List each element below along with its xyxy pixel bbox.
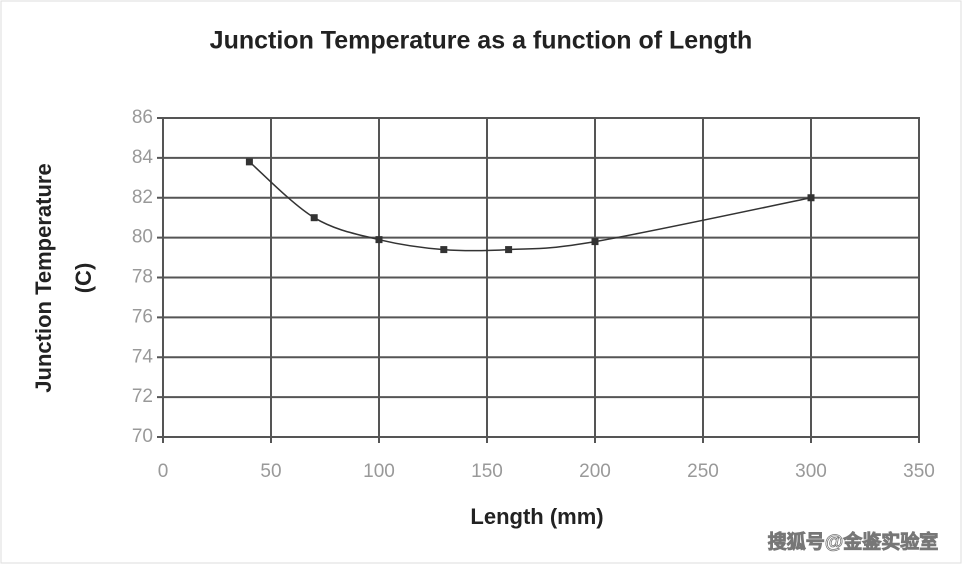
y-axis-label: Junction Temperature (C) <box>31 163 96 392</box>
watermark: 搜狐号@金鉴实验室 <box>768 530 939 553</box>
point-marker <box>807 194 815 202</box>
y-tick-label: 76 <box>132 306 153 327</box>
x-tick-label: 150 <box>471 461 503 482</box>
point-marker <box>505 246 513 254</box>
y-tick-label: 82 <box>132 187 153 208</box>
x-tick-label: 50 <box>260 461 281 482</box>
point-marker <box>591 238 599 246</box>
x-tick-label: 350 <box>903 461 935 482</box>
y-tick-label: 70 <box>132 426 153 447</box>
x-tick-label: 200 <box>579 461 611 482</box>
y-tick-label: 80 <box>132 227 153 248</box>
y-tick-label: 74 <box>132 346 154 367</box>
chart-title: Junction Temperature as a function of Le… <box>210 27 753 55</box>
x-tick-label: 100 <box>363 461 395 482</box>
point-marker <box>440 246 448 254</box>
x-axis-label: Length (mm) <box>470 504 603 529</box>
point-marker <box>245 158 253 166</box>
y-axis-label-line: Junction Temperature <box>31 163 56 392</box>
y-axis-label-line: (C) <box>71 263 96 294</box>
x-tick-label: 300 <box>795 461 827 482</box>
x-tick-label: 250 <box>687 461 719 482</box>
y-tick-label: 86 <box>132 107 153 128</box>
point-marker <box>375 236 383 244</box>
y-tick-label: 78 <box>132 267 153 288</box>
plot-border <box>162 117 920 438</box>
y-tick-label: 72 <box>132 386 153 407</box>
y-tick-label: 84 <box>132 147 154 168</box>
x-tick-label: 0 <box>158 461 169 482</box>
point-marker <box>310 214 318 222</box>
